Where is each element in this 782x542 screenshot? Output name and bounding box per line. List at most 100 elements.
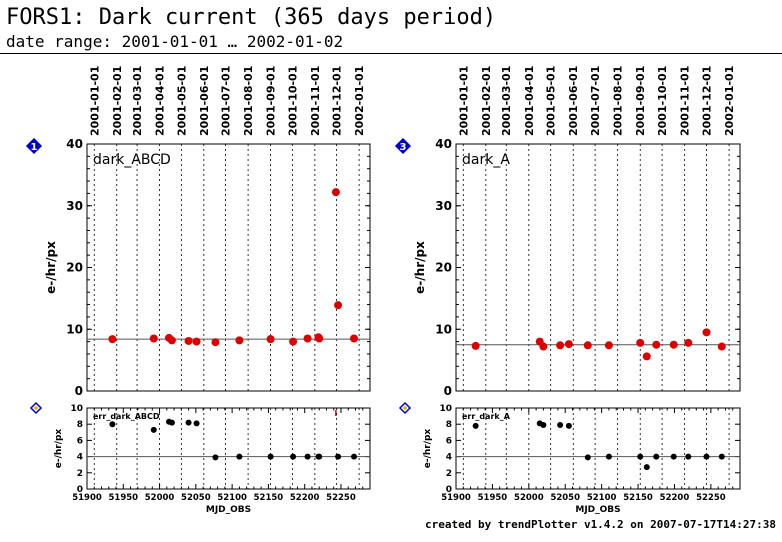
data-point (703, 453, 710, 460)
date-tick-label: 2001-10-01 (656, 66, 669, 136)
y-tick-label: 10 (66, 322, 83, 336)
x-tick-label: 52200 (660, 493, 690, 503)
data-point (185, 419, 192, 426)
data-point (556, 341, 565, 350)
credit-line: created by trendPlotter v1.4.2 on 2007-0… (425, 518, 776, 531)
data-point (643, 464, 650, 471)
date-tick-label: 2001-04-01 (523, 66, 536, 136)
x-tick-label: 51950 (478, 493, 508, 503)
data-point (604, 341, 613, 350)
y-tick-label: 6 (77, 436, 83, 446)
y-tick-label: 2 (446, 469, 452, 479)
y-tick-label: 6 (446, 436, 452, 446)
date-tick-label: 2001-01-01 (457, 66, 470, 136)
data-point (167, 336, 176, 345)
data-point (212, 454, 219, 461)
data-point (539, 342, 548, 351)
date-tick-label: 2001-06-01 (198, 66, 211, 136)
y-tick-label: 2 (77, 469, 83, 479)
plot-frame (455, 143, 741, 392)
panel-badge-number: 3 (400, 142, 407, 153)
y-tick-label: 30 (66, 199, 83, 213)
date-tick-label: 2001-08-01 (242, 66, 255, 136)
data-point (670, 453, 677, 460)
data-point (557, 422, 564, 429)
date-tick-label: 2002-01-01 (723, 66, 736, 136)
data-point (236, 453, 243, 460)
x-tick-label: 52050 (550, 493, 580, 503)
y-axis-label: e-/hr/px (54, 429, 64, 469)
date-tick-label: 2001-08-01 (612, 66, 625, 136)
x-tick-label: 52150 (254, 493, 284, 503)
date-tick-label: 2001-02-01 (111, 66, 124, 136)
data-point (565, 422, 572, 429)
data-point (605, 453, 612, 460)
x-tick-label: 52150 (623, 493, 653, 503)
data-point (150, 426, 157, 433)
plot-frame (86, 143, 371, 392)
y-axis-label: e-/hr/px (423, 429, 433, 469)
date-tick-label: 2001-01-01 (88, 66, 101, 136)
y-tick-label: 8 (77, 420, 83, 430)
y-tick-label: 4 (77, 453, 83, 463)
x-tick-label: 52200 (290, 493, 320, 503)
y-tick-label: 30 (435, 199, 452, 213)
data-point (108, 335, 117, 344)
data-point (652, 340, 661, 349)
panel-badge-icon (394, 137, 412, 155)
date-tick-label: 2001-12-01 (331, 66, 344, 136)
y-tick-label: 10 (70, 404, 83, 414)
data-point (584, 454, 591, 461)
date-tick-label: 2001-09-01 (634, 66, 647, 136)
chart-panel-1: 0 10 20 30 40 2001-01-01 2001-02-01 2001-03-01 2… (25, 66, 371, 398)
y-tick-label: 0 (444, 384, 452, 398)
x-tick-label: 52100 (217, 493, 247, 503)
y-tick-label: 20 (66, 261, 83, 275)
data-point (331, 188, 340, 197)
data-point (168, 419, 175, 426)
date-tick-label: 2001-04-01 (154, 66, 167, 136)
data-point (717, 342, 726, 351)
y-axis-label: e-/hr/px (413, 241, 427, 294)
y-tick-label: 0 (446, 485, 452, 495)
x-axis-label: MJD_OBS (206, 505, 251, 515)
data-point (583, 341, 592, 350)
data-point (471, 341, 480, 350)
date-range-subtitle: date range: 2001-01-01 … 2002-01-02 (6, 32, 344, 51)
x-tick-label: 52250 (326, 493, 356, 503)
date-tick-label: 2001-11-01 (309, 66, 322, 136)
date-tick-label: 2001-11-01 (679, 66, 692, 136)
date-tick-label: 2002-01-01 (353, 66, 366, 136)
data-point (235, 336, 244, 345)
plot-frame (455, 407, 741, 490)
y-tick-label: 4 (446, 453, 452, 463)
panel-badge-number: 1 (31, 142, 38, 153)
y-tick-label: 10 (439, 404, 452, 414)
panel-badge-dot (403, 406, 407, 410)
data-point (472, 422, 479, 429)
x-tick-label: 52050 (181, 493, 211, 503)
y-tick-label: 40 (66, 137, 83, 151)
x-tick-label: 52000 (145, 493, 175, 503)
date-tick-label: 2001-03-01 (131, 66, 144, 136)
data-point (192, 337, 201, 346)
panel-badge-icon (25, 137, 43, 155)
x-tick-label: 52100 (587, 493, 617, 503)
date-tick-label: 2001-07-01 (220, 66, 233, 136)
data-point (266, 335, 275, 344)
data-point (193, 420, 200, 427)
date-tick-label: 2001-05-01 (545, 66, 558, 136)
header-divider (0, 53, 782, 54)
date-tick-label: 2001-09-01 (265, 66, 278, 136)
y-tick-label: 20 (435, 261, 452, 275)
x-tick-label: 52250 (696, 493, 726, 503)
date-tick-label: 2001-10-01 (286, 66, 299, 136)
y-axis-label: e-/hr/px (44, 241, 58, 294)
chart-panel-3: 0 10 20 30 40 2001-01-01 2001-02-01 2001-03-01 2… (394, 66, 741, 398)
data-point (290, 453, 297, 460)
series-label: dark_ABCD (93, 152, 171, 168)
date-tick-label: 2001-05-01 (175, 66, 188, 136)
data-point (211, 338, 220, 347)
x-tick-label: 51900 (72, 493, 102, 503)
x-tick-label: 51950 (108, 493, 138, 503)
